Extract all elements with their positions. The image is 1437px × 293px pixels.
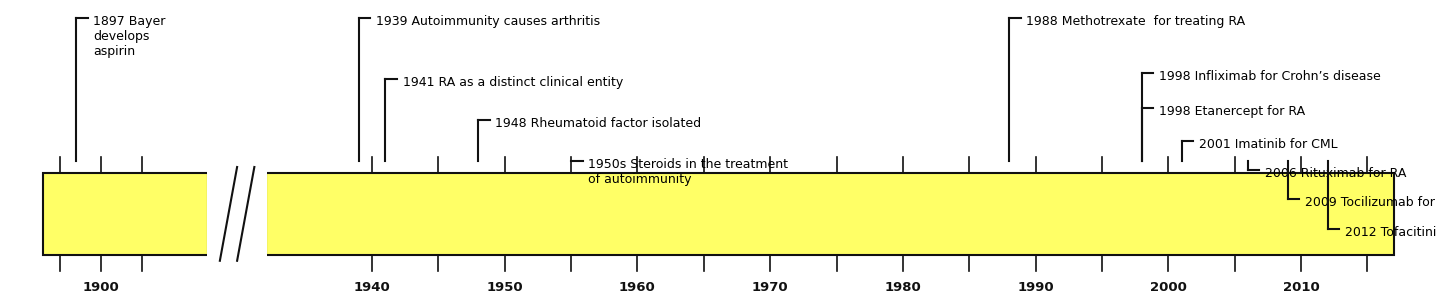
Text: 2000: 2000 — [1150, 281, 1187, 293]
Text: 1970: 1970 — [752, 281, 789, 293]
Text: 1950s Steroids in the treatment
of autoimmunity: 1950s Steroids in the treatment of autoi… — [588, 158, 789, 186]
Text: 1990: 1990 — [1017, 281, 1053, 293]
Text: 2010: 2010 — [1283, 281, 1319, 293]
Text: 1897 Bayer
develops
aspirin: 1897 Bayer develops aspirin — [93, 15, 165, 58]
Bar — [266, 173, 1394, 255]
Bar — [207, 167, 267, 261]
Text: 2009 Tocilizumab for RA: 2009 Tocilizumab for RA — [1305, 196, 1437, 209]
Text: 1998 Infliximab for Crohn’s disease: 1998 Infliximab for Crohn’s disease — [1160, 70, 1381, 83]
Text: 1960: 1960 — [619, 281, 655, 293]
Text: 1900: 1900 — [82, 281, 119, 293]
Bar — [43, 173, 208, 255]
Text: 1988 Methotrexate  for treating RA: 1988 Methotrexate for treating RA — [1026, 15, 1246, 28]
Text: 1980: 1980 — [885, 281, 921, 293]
Text: 1940: 1940 — [354, 281, 391, 293]
Text: 2012 Tofacitinib for RA: 2012 Tofacitinib for RA — [1345, 226, 1437, 239]
Text: 1941 RA as a distinct clinical entity: 1941 RA as a distinct clinical entity — [402, 76, 622, 89]
Text: 1948 Rheumatoid factor isolated: 1948 Rheumatoid factor isolated — [496, 117, 701, 130]
Text: 1950: 1950 — [486, 281, 523, 293]
Text: 1998 Etanercept for RA: 1998 Etanercept for RA — [1160, 105, 1305, 118]
Text: 2006 Rituximab for RA: 2006 Rituximab for RA — [1265, 167, 1407, 180]
Text: 2001 Imatinib for CML: 2001 Imatinib for CML — [1198, 138, 1338, 151]
Text: 1939 Autoimmunity causes arthritis: 1939 Autoimmunity causes arthritis — [376, 15, 601, 28]
